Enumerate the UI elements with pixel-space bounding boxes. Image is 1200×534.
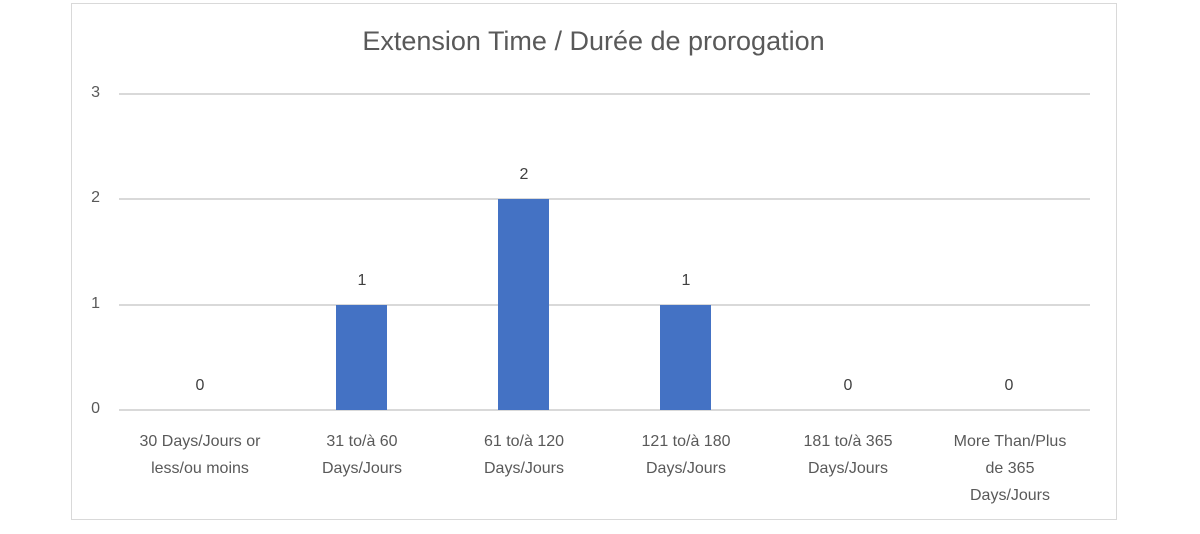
gridline-3 xyxy=(119,93,1090,95)
data-label-5: 0 xyxy=(1004,377,1014,394)
x-label-0: 30 Days/Jours or less/ou moins xyxy=(139,433,261,477)
x-label-2: 61 to/à 120 Days/Jours xyxy=(483,433,565,477)
bar-121-180 xyxy=(660,305,711,410)
y-tick-1: 1 xyxy=(91,295,100,312)
data-label-2: 2 xyxy=(519,166,529,183)
x-label-1: 31 to/à 60 Days/Jours xyxy=(321,433,403,477)
chart-title: Extension Time / Durée de prorogation xyxy=(362,26,825,56)
bar-61-120 xyxy=(498,199,549,410)
data-label-0: 0 xyxy=(195,377,205,394)
data-label-4: 0 xyxy=(843,377,853,394)
x-label-5: More Than/Plus de 365 Days/Jours xyxy=(953,433,1067,504)
y-tick-0: 0 xyxy=(91,400,100,417)
y-tick-2: 2 xyxy=(91,189,100,206)
chart-frame xyxy=(71,3,1117,520)
data-label-1: 1 xyxy=(357,272,367,289)
x-axis-line xyxy=(119,409,1090,411)
y-tick-3: 3 xyxy=(91,84,100,101)
x-label-4: 181 to/à 365 Days/Jours xyxy=(803,433,893,477)
gridline-1 xyxy=(119,304,1090,306)
data-label-3: 1 xyxy=(681,272,691,289)
bar-31-60 xyxy=(336,305,387,410)
x-label-3: 121 to/à 180 Days/Jours xyxy=(641,433,731,477)
gridline-2 xyxy=(119,198,1090,200)
